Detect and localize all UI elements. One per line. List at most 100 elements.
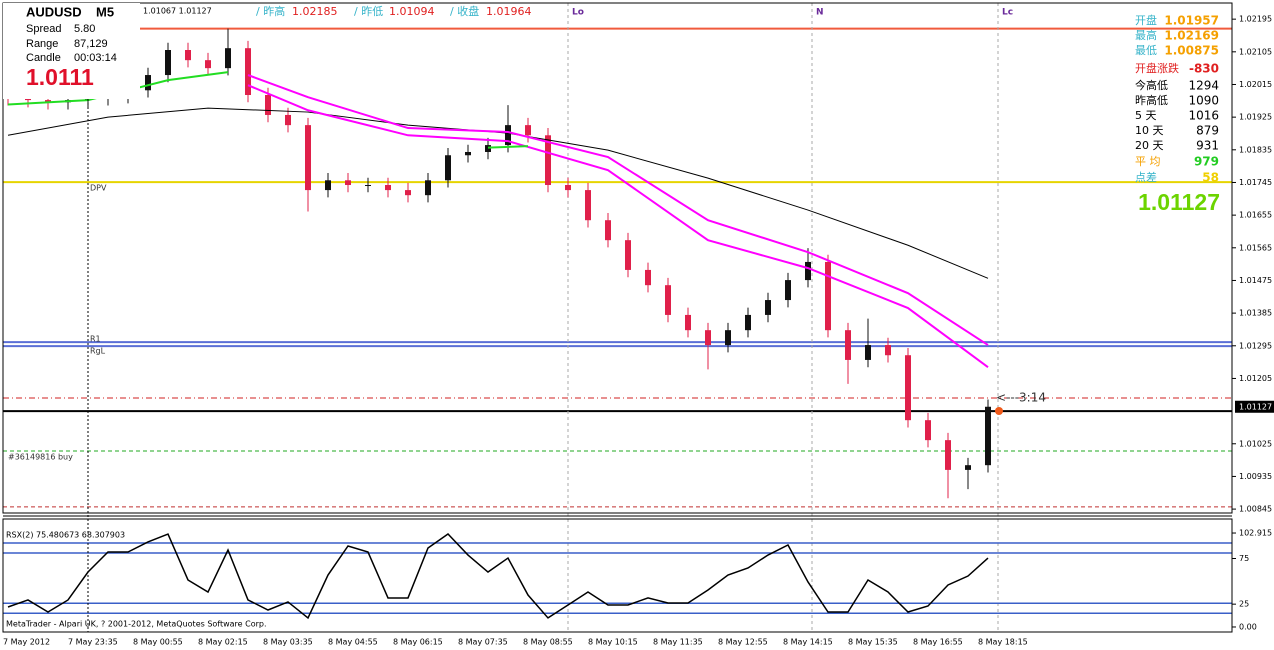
time-marker-label: Lc xyxy=(1002,8,1013,18)
candle-body xyxy=(605,220,611,241)
x-tick-label: 7 May 23:35 xyxy=(68,638,118,647)
rsx-title: RSX(2) 75.480673 68.307903 xyxy=(6,531,125,540)
overlay-line xyxy=(7,107,989,279)
y-tick-label: 1.01655 xyxy=(1239,211,1272,220)
y-tick-label: 1.01475 xyxy=(1239,276,1272,285)
candle-body xyxy=(145,75,151,91)
y-tick-label: 102.915 xyxy=(1239,529,1272,538)
current-price-box xyxy=(1235,400,1274,413)
candle-body xyxy=(25,98,31,101)
candle-body xyxy=(785,280,791,301)
x-tick-label: 8 May 12:55 xyxy=(718,638,768,647)
candle-body xyxy=(265,95,271,115)
stat-label: 开盘 xyxy=(1135,13,1157,27)
candle-body xyxy=(405,190,411,196)
range: 87,129 xyxy=(74,38,108,50)
y-tick-label: 1.01295 xyxy=(1239,341,1272,350)
stat-label: 点差 xyxy=(1135,170,1157,184)
y-tick-label: 1.01745 xyxy=(1239,178,1272,187)
candle-time: 00:03:14 xyxy=(74,52,117,64)
x-tick-label: 8 May 10:15 xyxy=(588,638,638,647)
candle-body xyxy=(865,345,871,360)
candle-body xyxy=(845,330,851,360)
stat-value: 58 xyxy=(1202,171,1219,185)
x-tick-label: 8 May 11:35 xyxy=(653,638,703,647)
level-label: #36149816 buy xyxy=(8,453,73,462)
copyright: MetaTrader - Alpari UK, ? 2001-2012, Met… xyxy=(6,620,267,629)
range-label: Range xyxy=(26,38,58,50)
x-tick-label: 8 May 08:55 xyxy=(523,638,573,647)
stat-value: -830 xyxy=(1189,62,1219,76)
stat-label: 10 天 xyxy=(1135,124,1164,137)
stat-label: 最高 xyxy=(1135,28,1157,42)
stat-value: 1090 xyxy=(1188,94,1219,108)
candle-body xyxy=(965,465,971,470)
y-tick-label: 0.00 xyxy=(1239,622,1257,631)
candle-body xyxy=(385,185,391,191)
stats-panel: 开盘 1.01957 最高 1.02169 最低 1.00875 开盘涨跌 -8… xyxy=(1135,13,1220,215)
stat-value: 1016 xyxy=(1188,109,1219,123)
candle-body xyxy=(445,155,451,181)
y-tick-label: 1.01565 xyxy=(1239,243,1272,252)
candle-body xyxy=(645,269,651,286)
x-tick-label: 7 May 2012 xyxy=(3,638,50,647)
candle-body xyxy=(705,330,711,346)
stat-label: 开盘涨跌 xyxy=(1135,61,1179,75)
stat-value: 1.02169 xyxy=(1164,29,1219,43)
prev-close: 1.01964 xyxy=(486,5,532,18)
level-label: RgL xyxy=(90,347,106,356)
prev-low-label: / 昨低 xyxy=(354,5,383,18)
candle-body xyxy=(225,48,231,69)
y-tick-label: 1.01925 xyxy=(1239,113,1272,122)
x-tick-label: 8 May 03:35 xyxy=(263,638,313,647)
candle-body xyxy=(325,180,331,191)
y-tick-label: 25 xyxy=(1239,600,1249,609)
stat-label: 最低 xyxy=(1135,44,1157,57)
candle-body xyxy=(505,125,511,146)
stat-value: 1294 xyxy=(1188,79,1219,93)
candle-body xyxy=(465,151,471,156)
candle-body xyxy=(665,285,671,315)
stat-value: 879 xyxy=(1196,124,1219,138)
candle-label: Candle xyxy=(26,52,61,64)
overlay-line xyxy=(247,74,989,346)
candle-body xyxy=(365,185,371,187)
x-tick-label: 8 May 07:35 xyxy=(458,638,508,647)
stat-value: 1.01957 xyxy=(1164,14,1219,28)
y-tick-label: 1.01835 xyxy=(1239,145,1272,154)
timeframe: M5 xyxy=(96,4,114,19)
stat-label: 今高低 xyxy=(1135,78,1168,92)
candle-body xyxy=(625,240,631,270)
stat-value: 1.00875 xyxy=(1164,44,1219,58)
spread-label: Spread xyxy=(26,23,61,35)
candle-body xyxy=(525,125,531,136)
candle-body xyxy=(305,125,311,191)
info-price: 1.0111 xyxy=(26,64,94,90)
trade-marker xyxy=(995,407,1003,415)
info-box: AUDUSD M5 Spread 5.80 Range 87,129 Candl… xyxy=(3,3,140,99)
level-label: R1 xyxy=(90,335,101,344)
candle-body xyxy=(285,114,291,126)
candle-body xyxy=(425,180,431,196)
time-marker-label: Lo xyxy=(572,8,584,18)
stat-price: 1.01127 xyxy=(1138,189,1220,215)
candle-body xyxy=(585,190,591,221)
x-tick-label: 8 May 14:15 xyxy=(783,638,833,647)
candle-body xyxy=(765,300,771,315)
candle-body xyxy=(885,345,891,356)
candle-body xyxy=(345,180,351,186)
candle-body xyxy=(985,406,991,466)
candle-body xyxy=(45,100,51,103)
main-frame xyxy=(2,2,1233,514)
candle-body xyxy=(825,261,831,331)
x-tick-label: 8 May 06:15 xyxy=(393,638,443,647)
stat-label: 20 天 xyxy=(1135,139,1164,152)
x-tick-label: 8 May 02:15 xyxy=(198,638,248,647)
stat-label: 昨高低 xyxy=(1135,93,1168,107)
y-tick-label: 1.02015 xyxy=(1239,80,1272,89)
candle-body xyxy=(945,440,951,470)
candle-body xyxy=(205,60,211,69)
prev-low: 1.01094 xyxy=(389,5,435,18)
candle-body xyxy=(905,355,911,421)
